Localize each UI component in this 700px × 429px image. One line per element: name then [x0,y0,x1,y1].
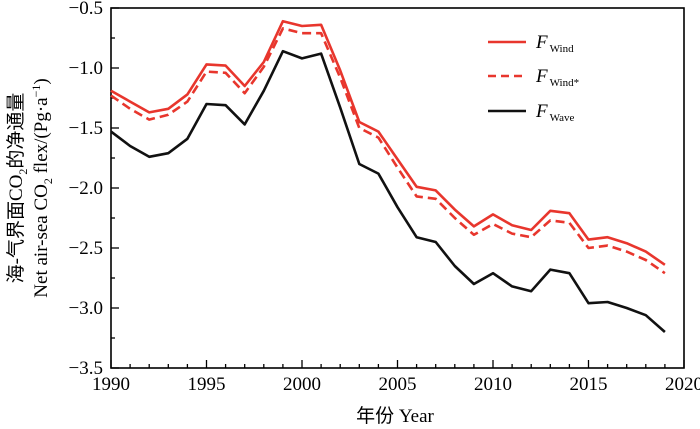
legend-label-wind-star: F Wind* [535,66,579,89]
x-axis-title: 年份 Year [356,405,434,427]
legend-label-wave: F Wave [535,101,574,124]
x-tick-label: 2015 [570,374,608,395]
y-tick-label: −1.5 [69,118,103,139]
legend-f-wave: F [535,101,548,122]
y-tick-label: −2.5 [69,238,103,259]
y-axis-title-en-suffix: flex/(Pg·a [31,97,52,178]
y-tick-label: −3.0 [69,298,103,319]
y-tick-label: −3.5 [69,358,103,379]
x-tick-label: 1990 [92,374,130,395]
y-axis-title-cn: 海-气界面CO2的净通量 [5,93,30,284]
legend-sub-wind-star: Wind* [550,77,580,89]
y-tick-label: −0.5 [69,0,103,19]
legend-f-wind-star: F [535,66,548,87]
y-axis-title-cn-suffix: 的净通量 [5,93,27,169]
y-axis-title-cn-sub: 2 [16,169,30,175]
axis-ticks: 1990 1995 2000 2005 2010 2015 2020 −3.5 −3.0 −2.5… [69,0,700,395]
x-tick-label: 2020 [665,374,700,395]
x-tick-label: 1995 [188,374,226,395]
legend-sub-wind: Wind [550,43,574,55]
series-lines [110,19,666,333]
plot-frame [110,7,685,369]
y-tick-label: −2.0 [69,178,103,199]
y-axis-title-cn-prefix: 海-气界面CO [5,175,27,284]
x-tick-label: 2010 [474,374,512,395]
y-axis-title-en-prefix: Net air-sea CO [31,184,52,298]
legend-sub-wave: Wave [550,112,575,124]
y-axis-title-en-end: ) [31,78,52,84]
y-tick-label: −1.0 [69,58,103,79]
x-tick-label: 2000 [283,374,321,395]
y-axis-title-en-sub: 2 [41,178,55,184]
y-axis-title-en: Net air-sea CO2 flex/(Pg·a−1) [29,78,55,297]
legend-label-wind: F Wind [535,32,574,55]
y-axis-title-en-sup: −1 [29,85,43,98]
x-tick-label: 2005 [379,374,417,395]
series-line-wave [110,49,666,333]
series-line-wind [110,19,666,266]
legend-f-wind: F [535,32,548,53]
series-line-wind-star [110,27,666,275]
legend: F Wind F Wind* F Wave [488,32,579,124]
